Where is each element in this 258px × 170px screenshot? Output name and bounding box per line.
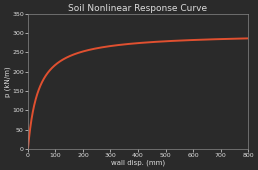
Y-axis label: p (kN/m): p (kN/m) [4,66,11,97]
X-axis label: wall disp. (mm): wall disp. (mm) [111,159,165,166]
Title: Soil Nonlinear Response Curve: Soil Nonlinear Response Curve [68,4,207,13]
